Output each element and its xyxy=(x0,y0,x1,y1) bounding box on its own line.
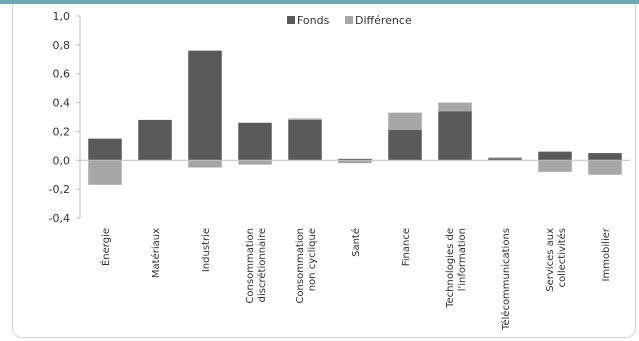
category-label: l'information xyxy=(457,228,468,291)
bar-fonds xyxy=(138,119,172,161)
y-tick-label: -0,4 xyxy=(49,212,70,225)
bar-difference xyxy=(288,118,322,120)
legend-swatch-difference xyxy=(345,16,353,24)
legend-label-fonds: Fonds xyxy=(297,14,330,27)
bar-fonds xyxy=(88,138,122,161)
bar-difference xyxy=(238,160,272,165)
category-label: Matériaux xyxy=(150,228,162,278)
bar-difference xyxy=(588,160,622,175)
y-tick-label: -0,2 xyxy=(49,183,70,196)
category-label: discrétionnaire xyxy=(256,228,268,302)
legend-label-difference: Différence xyxy=(355,14,412,27)
category-label: non cyclique xyxy=(307,228,318,291)
bar-difference xyxy=(388,112,422,130)
legend: Fonds Différence xyxy=(287,14,412,27)
y-tick-label: 0,8 xyxy=(53,39,71,52)
category-label: Finance xyxy=(401,228,412,266)
category-label: collectivités xyxy=(556,228,568,288)
y-tick-label: 0,0 xyxy=(53,154,71,167)
bar-difference xyxy=(438,102,472,112)
category-label: Consommation xyxy=(245,228,256,304)
bar-fonds xyxy=(188,50,222,161)
plot-area: 1,0 0,8 0,6 0,4 0,2 0,0 -0,2 -0,4 Énergie Matéri… xyxy=(49,10,630,331)
bar-fonds xyxy=(538,151,572,161)
chart-frame xyxy=(12,4,636,338)
bar-fonds xyxy=(388,129,422,161)
y-tick-labels: 1,0 0,8 0,6 0,4 0,2 0,0 -0,2 -0,4 xyxy=(49,10,80,225)
bar-fonds xyxy=(238,122,272,161)
y-tick-label: 0,2 xyxy=(53,125,71,138)
category-labels: Énergie Matériaux Industrie Consommation dis… xyxy=(99,227,612,331)
bar-difference xyxy=(488,157,522,159)
bar-fonds xyxy=(588,153,622,161)
y-tick-label: 0,6 xyxy=(53,68,71,81)
bar-fonds xyxy=(488,158,522,161)
category-label: Télécommunications xyxy=(500,228,512,331)
category-label: Énergie xyxy=(99,228,112,266)
category-label: Services aux xyxy=(545,228,556,292)
category-label: Immobilier xyxy=(601,227,612,281)
bar-difference xyxy=(88,160,122,185)
category-label: Industrie xyxy=(201,228,212,272)
legend-swatch-fonds xyxy=(287,16,295,24)
bar-fonds xyxy=(288,119,322,161)
bar-fonds xyxy=(338,158,372,161)
category-label: Technologies de xyxy=(445,228,456,309)
y-tick-label: 1,0 xyxy=(53,10,71,23)
bar-fonds xyxy=(438,111,472,161)
bar-difference xyxy=(338,160,372,164)
category-label: Santé xyxy=(350,228,362,257)
bar-difference xyxy=(538,160,572,172)
bars xyxy=(88,50,622,185)
bar-difference xyxy=(188,160,222,168)
y-tick-label: 0,4 xyxy=(53,97,71,110)
category-label: Consommation xyxy=(295,228,306,304)
top-accent-bar xyxy=(0,0,639,4)
